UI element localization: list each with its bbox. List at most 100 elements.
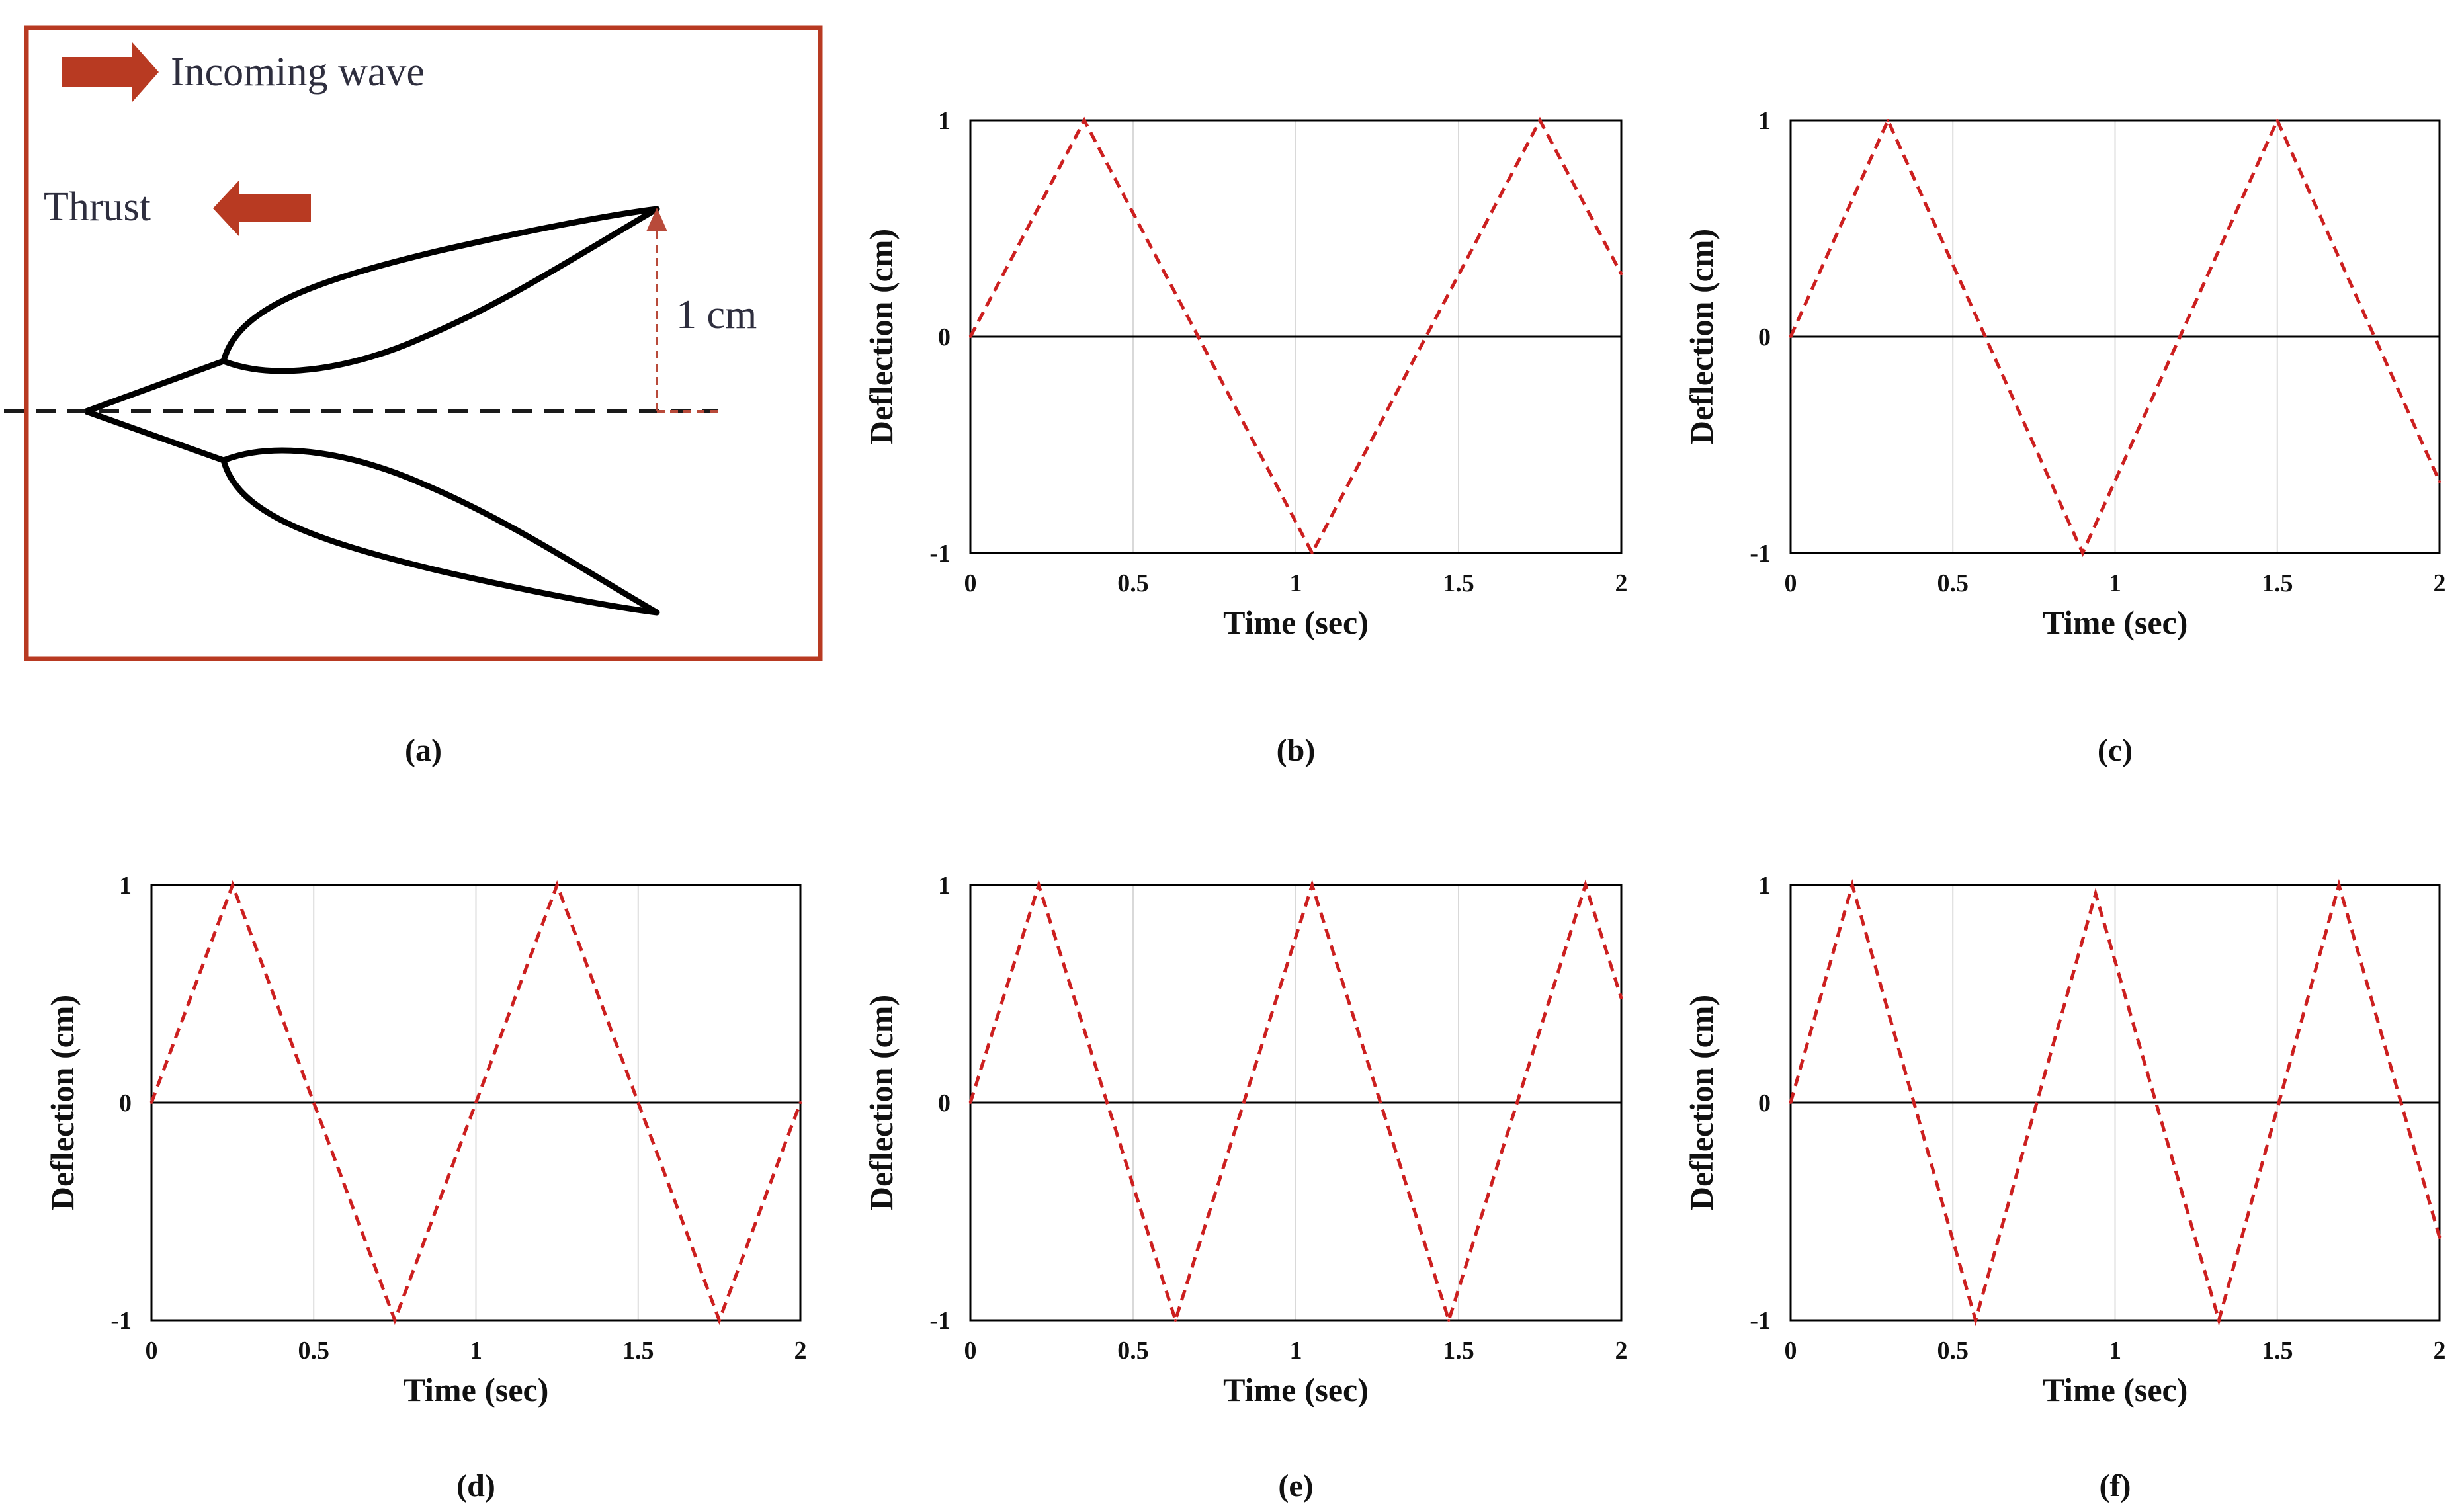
y-axis-title-f: Deflection (cm) <box>1683 995 1720 1210</box>
y-tick-label-b-0: -1 <box>929 540 951 567</box>
x-tick-label-e-2: 1 <box>1290 1337 1302 1365</box>
data-point-b-2 <box>1310 552 1314 554</box>
data-point-e-5 <box>1584 884 1587 886</box>
x-tick-label-d-3: 1.5 <box>622 1337 654 1365</box>
x-tick-label-b-2: 1 <box>1290 569 1302 597</box>
x-tick-label-e-4: 2 <box>1615 1337 1628 1365</box>
caption-f: (f) <box>2100 1468 2131 1503</box>
y-tick-label-e-0: -1 <box>929 1307 951 1335</box>
caption-c: (c) <box>2098 733 2133 768</box>
data-point-e-6 <box>1620 997 1623 1000</box>
x-tick-label-c-2: 1 <box>2109 569 2121 597</box>
y-tick-label-f-1: 0 <box>1758 1089 1771 1117</box>
x-tick-label-d-2: 1 <box>470 1337 482 1365</box>
data-point-f-0 <box>1789 1101 1792 1104</box>
chart-panel-b: 0 0.5 1 1.5 2 -1 0 1 Time (sec) Deflection (cm) (b… <box>863 107 1628 768</box>
data-point-c-3 <box>2275 119 2279 122</box>
data-point-e-3 <box>1310 884 1314 886</box>
data-point-d-3 <box>556 884 559 886</box>
data-point-f-2 <box>1974 1319 1977 1322</box>
x-tick-label-b-4: 2 <box>1615 569 1628 597</box>
data-point-b-1 <box>1083 119 1086 122</box>
x-tick-label-b-3: 1.5 <box>1443 569 1474 597</box>
x-tick-label-e-3: 1.5 <box>1443 1337 1474 1365</box>
lower-fin-shape <box>85 408 660 616</box>
x-tick-label-d-1: 0.5 <box>298 1337 330 1365</box>
x-tick-label-b-0: 0 <box>964 569 977 597</box>
data-point-d-5 <box>799 1101 802 1104</box>
x-tick-label-c-0: 0 <box>1785 569 1797 597</box>
x-tick-label-d-0: 0 <box>146 1337 158 1365</box>
x-tick-label-f-4: 2 <box>2434 1337 2446 1365</box>
data-point-e-4 <box>1447 1319 1451 1322</box>
x-axis-title-c: Time (sec) <box>2043 604 2188 641</box>
data-point-e-2 <box>1173 1319 1177 1322</box>
x-tick-label-e-1: 0.5 <box>1117 1337 1149 1365</box>
incoming-wave-arrow-icon <box>62 42 159 102</box>
y-tick-label-f-2: 1 <box>1758 872 1771 900</box>
x-axis-title-e: Time (sec) <box>1223 1371 1369 1408</box>
y-axis-title-c: Deflection (cm) <box>1683 229 1720 444</box>
data-point-d-2 <box>393 1319 396 1322</box>
thrust-label: Thrust <box>44 185 151 230</box>
y-axis-title-b: Deflection (cm) <box>863 229 900 444</box>
chart-panel-e: 0 0.5 1 1.5 2 -1 0 1 Time (sec) Deflection (cm) (e… <box>863 872 1628 1503</box>
x-axis-title-d: Time (sec) <box>404 1371 549 1408</box>
x-tick-label-c-1: 0.5 <box>1937 569 1969 597</box>
data-point-f-6 <box>2438 1236 2441 1239</box>
chart-panel-d: 0 0.5 1 1.5 2 -1 0 1 Time (sec) Deflection (cm) (d… <box>44 872 807 1503</box>
y-tick-label-b-1: 0 <box>938 323 951 351</box>
data-point-d-4 <box>718 1319 721 1322</box>
y-tick-label-c-1: 0 <box>1758 323 1771 351</box>
incoming-wave-label: Incoming wave <box>171 50 425 95</box>
x-axis-title-b: Time (sec) <box>1223 604 1369 641</box>
data-point-f-5 <box>2337 884 2340 886</box>
x-tick-label-f-0: 0 <box>1785 1337 1797 1365</box>
y-tick-label-f-0: -1 <box>1750 1307 1771 1335</box>
dimension-label: 1 cm <box>676 292 757 337</box>
x-tick-label-c-3: 1.5 <box>2262 569 2293 597</box>
chart-panel-f: 0 0.5 1 1.5 2 -1 0 1 Time (sec) Deflection (cm) (f… <box>1683 872 2446 1503</box>
x-tick-label-e-0: 0 <box>964 1337 977 1365</box>
caption-a: (a) <box>405 733 442 768</box>
data-point-b-3 <box>1539 119 1541 122</box>
y-axis-title-d: Deflection (cm) <box>44 995 81 1210</box>
series-line-d-0 <box>149 880 802 1325</box>
chart-panel-c: 0 0.5 1 1.5 2 -1 0 1 Time (sec) Deflection (cm) (c… <box>1683 107 2446 768</box>
y-tick-label-d-1: 0 <box>119 1089 132 1117</box>
data-point-c-4 <box>2438 480 2441 483</box>
caption-e: (e) <box>1278 1468 1313 1503</box>
data-point-f-1 <box>1851 884 1854 886</box>
x-tick-label-f-3: 1.5 <box>2262 1337 2293 1365</box>
data-point-f-4 <box>2217 1319 2221 1322</box>
data-point-e-1 <box>1037 884 1041 886</box>
schematic-panel: Incoming wave Thrust 1 cm (a) <box>4 25 823 768</box>
y-tick-label-e-2: 1 <box>938 872 951 900</box>
y-tick-label-d-2: 1 <box>119 872 132 900</box>
y-tick-label-b-2: 1 <box>938 107 951 135</box>
y-tick-label-e-1: 0 <box>938 1089 951 1117</box>
data-point-b-4 <box>1620 273 1623 276</box>
data-point-c-2 <box>2081 552 2084 554</box>
data-point-b-0 <box>969 335 972 338</box>
data-point-c-0 <box>1789 335 1792 338</box>
caption-b: (b) <box>1277 733 1316 768</box>
data-point-f-3 <box>2094 892 2098 896</box>
x-tick-label-f-2: 1 <box>2109 1337 2121 1365</box>
data-point-d-0 <box>150 1101 153 1104</box>
data-point-e-0 <box>969 1101 972 1104</box>
caption-d: (d) <box>456 1468 495 1503</box>
y-axis-title-e: Deflection (cm) <box>863 995 900 1210</box>
x-tick-label-d-4: 2 <box>794 1337 807 1365</box>
data-point-c-1 <box>1887 119 1890 122</box>
data-point-d-1 <box>231 884 234 886</box>
series-line-b-0 <box>968 116 1623 557</box>
upper-fin-shape <box>85 206 660 415</box>
x-tick-label-b-1: 0.5 <box>1117 569 1149 597</box>
thrust-arrow-icon <box>213 180 311 237</box>
schematic-frame <box>24 25 823 661</box>
y-tick-label-c-2: 1 <box>1758 107 1771 135</box>
x-axis-title-f: Time (sec) <box>2043 1371 2188 1408</box>
x-tick-label-c-4: 2 <box>2434 569 2446 597</box>
